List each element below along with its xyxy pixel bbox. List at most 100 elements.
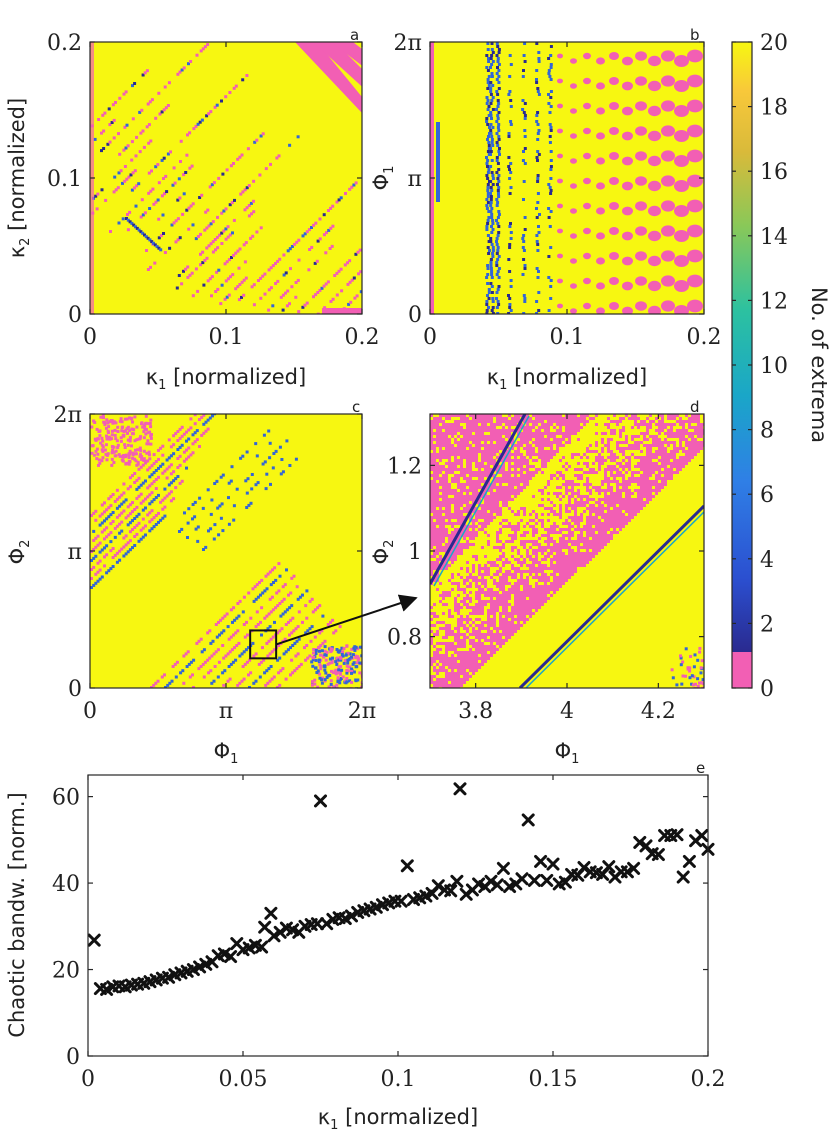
- panel-d-heatmap-features: [430, 414, 704, 688]
- heatmap-cell: [484, 423, 487, 426]
- heatmap-cell: [326, 674, 330, 678]
- heatmap-cell: [166, 683, 170, 687]
- heatmap-cell: [586, 486, 589, 489]
- heatmap-cell: [484, 438, 487, 441]
- heatmap-cell: [322, 664, 326, 668]
- heatmap-cell: [496, 183, 499, 186]
- heatmap-cell: [532, 441, 535, 444]
- heatmap-cell: [139, 230, 143, 234]
- heatmap-cell: [316, 685, 320, 688]
- heatmap-cell: [92, 511, 96, 515]
- heatmap-cell: [475, 474, 478, 477]
- heatmap-cell: [514, 480, 517, 483]
- heatmap-cell: [466, 531, 469, 534]
- heatmap-cell: [149, 436, 153, 440]
- heatmap-cell: [128, 435, 132, 439]
- heatmap-cell: [463, 432, 466, 435]
- heatmap-cell: [139, 492, 143, 496]
- panel-c-letter: c: [352, 398, 360, 416]
- heatmap-cell: [580, 558, 583, 561]
- heatmap-cell: [493, 636, 496, 639]
- heatmap-cell: [114, 437, 118, 441]
- heatmap-cell: [180, 425, 184, 429]
- heatmap-cell: [508, 90, 512, 93]
- heatmap-cell: [442, 549, 445, 552]
- heatmap-cell: [478, 438, 481, 441]
- heatmap-cell: [131, 519, 134, 523]
- heatmap-cell: [336, 676, 340, 680]
- heatmap-cell: [277, 154, 281, 158]
- heatmap-cell: [568, 432, 571, 435]
- heatmap-cell: [490, 441, 493, 444]
- heatmap-cell: [489, 258, 493, 261]
- heatmap-cell: [598, 519, 601, 522]
- heatmap-cell: [574, 522, 577, 525]
- heatmap-cell: [220, 231, 224, 235]
- heatmap-blob: [635, 51, 647, 61]
- heatmap-cell: [556, 471, 559, 474]
- heatmap-cell: [529, 432, 532, 435]
- heatmap-cell: [451, 588, 454, 591]
- heatmap-cell: [562, 432, 565, 435]
- heatmap-cell: [493, 627, 496, 630]
- heatmap-cell: [113, 175, 117, 179]
- heatmap-cell: [565, 507, 568, 510]
- heatmap-cell: [433, 552, 436, 555]
- heatmap-cell: [571, 480, 574, 483]
- heatmap-cell: [556, 450, 559, 453]
- heatmap-cell: [295, 240, 299, 244]
- heatmap-cell: [279, 669, 283, 673]
- heatmap-cell: [463, 507, 466, 510]
- heatmap-cell: [454, 474, 457, 477]
- heatmap-cell: [161, 444, 165, 448]
- heatmap-cell: [532, 612, 535, 615]
- heatmap-cell: [146, 431, 150, 435]
- heatmap-cell: [508, 615, 511, 618]
- heatmap-cell: [466, 594, 469, 597]
- heatmap-cell: [526, 477, 529, 480]
- heatmap-cell: [141, 73, 145, 77]
- heatmap-cell: [187, 446, 191, 450]
- heatmap-cell: [541, 492, 544, 495]
- heatmap-cell: [451, 630, 454, 633]
- heatmap-cell: [275, 156, 279, 160]
- heatmap-cell: [544, 441, 547, 444]
- heatmap-cell: [291, 644, 295, 647]
- heatmap-cell: [486, 108, 490, 111]
- heatmap-cell: [206, 427, 210, 431]
- heatmap-cell: [538, 585, 541, 588]
- heatmap-cell: [577, 540, 580, 543]
- heatmap-cell: [562, 552, 565, 555]
- heatmap-cell: [595, 507, 598, 510]
- heatmap-cell: [188, 675, 192, 679]
- heatmap-cell: [529, 603, 532, 606]
- heatmap-cell: [496, 450, 499, 453]
- heatmap-cell: [514, 423, 517, 426]
- heatmap-cell: [433, 474, 436, 477]
- heatmap-cell: [553, 570, 556, 573]
- heatmap-cell: [522, 312, 526, 314]
- heatmap-cell: [144, 506, 147, 510]
- heatmap-cell: [556, 579, 559, 582]
- heatmap-cell: [442, 456, 445, 459]
- heatmap-cell: [496, 105, 500, 108]
- heatmap-cell: [580, 519, 583, 522]
- heatmap-cell: [445, 486, 448, 489]
- heatmap-cell: [487, 609, 490, 612]
- heatmap-cell: [448, 513, 451, 516]
- heatmap-cell: [436, 462, 439, 465]
- heatmap-cell: [610, 492, 613, 495]
- heatmap-cell: [430, 423, 433, 426]
- heatmap-cell: [439, 528, 442, 531]
- heatmap-cell: [568, 435, 571, 438]
- heatmap-cell: [281, 308, 285, 312]
- heatmap-cell: [200, 650, 204, 654]
- heatmap-cell: [571, 414, 574, 417]
- heatmap-cell: [448, 660, 451, 663]
- heatmap-cell: [173, 181, 177, 185]
- heatmap-cell: [457, 516, 460, 519]
- heatmap-cell: [457, 480, 460, 483]
- heatmap-cell: [571, 531, 574, 534]
- heatmap-cell: [487, 495, 490, 498]
- heatmap-cell: [517, 480, 520, 483]
